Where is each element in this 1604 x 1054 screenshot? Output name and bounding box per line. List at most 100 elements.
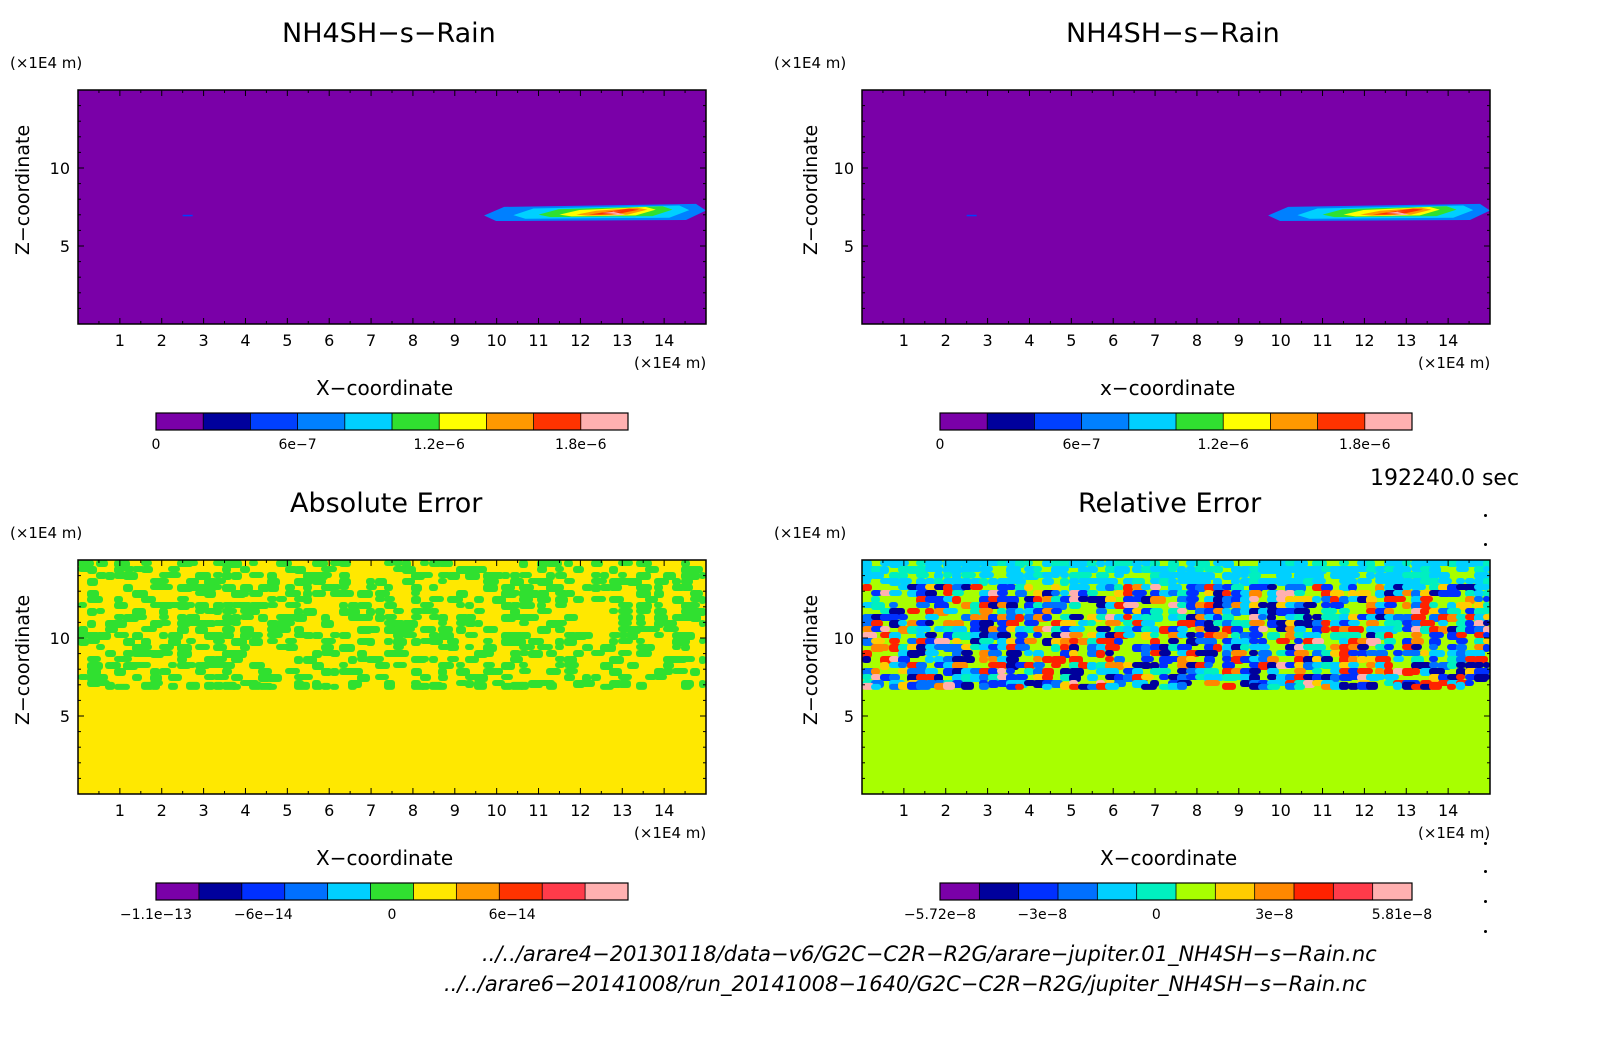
- heatmap-cell: [1087, 566, 1098, 573]
- heatmap-cell: [1168, 566, 1177, 572]
- heatmap-cell: [1249, 668, 1261, 674]
- heatmap-cell: [1375, 668, 1384, 675]
- y-unit-label: (×1E4 m): [10, 54, 83, 72]
- heatmap-cell: [447, 596, 463, 603]
- heatmap-cell: [375, 590, 390, 597]
- heatmap-cell: [1105, 620, 1121, 626]
- x-tick-label: 9: [1234, 331, 1244, 350]
- colorbar-swatch: [1215, 883, 1256, 900]
- heatmap-cell: [438, 674, 448, 681]
- heatmap-cell: [384, 682, 395, 690]
- heatmap-cell: [1177, 602, 1187, 608]
- heatmap-cell: [438, 560, 453, 567]
- heatmap-cell: [1141, 656, 1154, 662]
- heatmap-cell: [1429, 578, 1440, 584]
- heatmap-cell: [1015, 674, 1028, 680]
- heatmap-cell: [1222, 682, 1236, 690]
- heatmap-cell: [465, 680, 474, 688]
- heatmap-cell: [141, 626, 157, 632]
- heatmap-cell: [952, 578, 964, 584]
- heatmap-cell: [654, 608, 667, 615]
- heatmap-cell: [970, 638, 982, 645]
- heatmap-cell: [474, 681, 487, 690]
- heatmap-cell: [1411, 584, 1426, 590]
- heatmap-cell: [1132, 566, 1144, 573]
- heatmap-cell: [961, 632, 973, 640]
- heatmap-cell: [537, 644, 553, 650]
- heatmap-cell: [564, 638, 577, 646]
- heatmap-cell: [1042, 572, 1054, 578]
- heatmap-cell: [303, 590, 312, 598]
- heatmap-cell: [1033, 632, 1042, 638]
- heatmap-cell: [564, 662, 579, 668]
- heatmap-cell: [1114, 656, 1125, 663]
- heatmap-cell: [1222, 590, 1231, 597]
- heatmap-cell: [213, 644, 227, 651]
- heatmap-cell: [1303, 602, 1317, 608]
- heatmap-cell: [1375, 674, 1385, 680]
- heatmap-cell: [645, 626, 660, 632]
- heatmap-cell: [258, 584, 270, 592]
- heatmap-cell: [501, 682, 513, 690]
- heatmap-cell: [1456, 644, 1467, 651]
- heatmap-cell: [1060, 566, 1069, 572]
- heatmap-cell: [1123, 602, 1139, 608]
- heatmap-cell: [1024, 584, 1033, 591]
- heatmap-cell: [312, 662, 324, 670]
- heatmap-cell: [699, 656, 706, 664]
- heatmap-cell: [483, 626, 498, 633]
- heatmap-cell: [1447, 614, 1459, 622]
- heatmap-cell: [1465, 662, 1477, 669]
- heatmap-cell: [1312, 596, 1321, 603]
- heatmap-cell: [934, 572, 943, 580]
- heatmap-cell: [1474, 638, 1485, 645]
- heatmap-cell: [1150, 596, 1166, 604]
- x-tick-label: 12: [570, 331, 590, 350]
- heatmap-cell: [1438, 578, 1452, 584]
- x-unit-label: (×1E4 m): [634, 824, 707, 842]
- heatmap-cell: [1015, 644, 1030, 651]
- heatmap-cell: [1429, 650, 1445, 657]
- heatmap-cell: [1267, 632, 1280, 640]
- heatmap-cell: [871, 683, 881, 690]
- heatmap-cell: [1456, 566, 1469, 572]
- heatmap-cell: [186, 578, 199, 585]
- heatmap-cell: [916, 662, 927, 669]
- heatmap-cell: [1456, 662, 1466, 668]
- heatmap-cell: [429, 656, 438, 663]
- heatmap-cell: [1483, 560, 1490, 568]
- heatmap-cell: [132, 674, 142, 681]
- heatmap-cell: [889, 674, 900, 681]
- panel-title: Relative Error: [1078, 488, 1262, 519]
- colorbar-swatch: [1081, 413, 1130, 430]
- heatmap-cell: [87, 638, 100, 644]
- heatmap-cell: [1078, 620, 1090, 626]
- heatmap-cell: [1465, 578, 1475, 584]
- heatmap-cell: [231, 620, 241, 626]
- heatmap-cell: [1294, 662, 1305, 668]
- x-tick-label: 14: [654, 801, 674, 820]
- heatmap-cell: [546, 560, 562, 567]
- heatmap-cell: [465, 614, 476, 621]
- heatmap-cell: [1024, 662, 1035, 669]
- heatmap-cell: [1366, 650, 1378, 656]
- heatmap-cell: [1393, 584, 1405, 590]
- heatmap-cell: [645, 644, 655, 651]
- heatmap-cell: [555, 656, 565, 662]
- heatmap-cell: [321, 638, 336, 644]
- heatmap-cell: [934, 566, 943, 573]
- x-tick-label: 7: [366, 331, 376, 350]
- heatmap-cell: [1222, 608, 1231, 615]
- heatmap-cell: [375, 674, 389, 680]
- heatmap-cell: [222, 668, 232, 675]
- heatmap-cell: [1276, 572, 1292, 579]
- heatmap-cell: [1024, 668, 1034, 675]
- heatmap-cell: [1393, 572, 1405, 579]
- heatmap-cell: [429, 608, 439, 614]
- y-unit-label: (×1E4 m): [774, 524, 847, 542]
- x-unit-label: (×1E4 m): [1418, 354, 1491, 372]
- heatmap-cell: [1438, 572, 1450, 579]
- heatmap-cell: [1411, 620, 1423, 626]
- heatmap-cell: [1294, 638, 1303, 644]
- heatmap-cell: [1285, 596, 1295, 603]
